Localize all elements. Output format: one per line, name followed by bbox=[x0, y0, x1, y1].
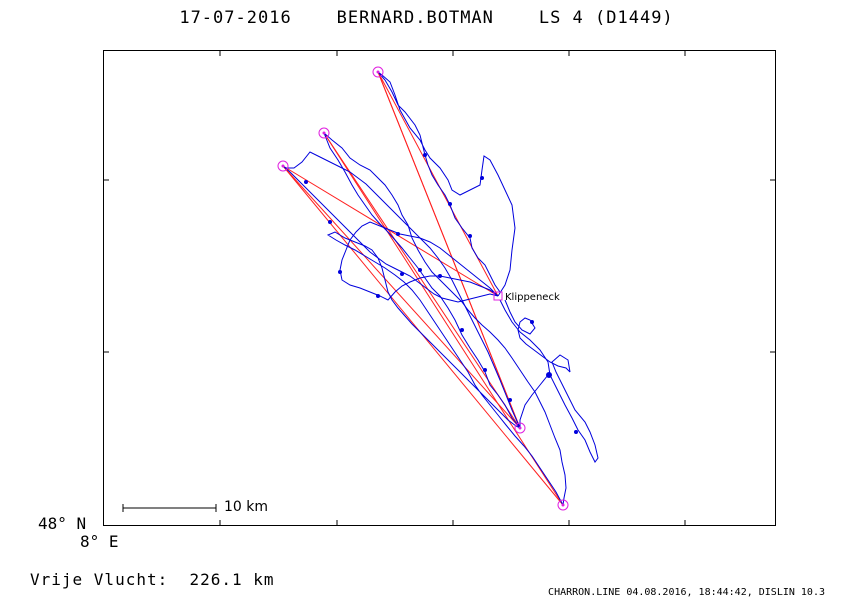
axis-ticks bbox=[103, 50, 776, 526]
scale-bar-label: 10 km bbox=[224, 499, 269, 515]
task-lines bbox=[282, 71, 564, 506]
turnpoint-markers bbox=[277, 66, 569, 511]
turnpoint-label: Klippeneck bbox=[505, 292, 560, 303]
scale-bar bbox=[122, 504, 217, 512]
distance-summary: Vrije Vlucht: 226.1 km bbox=[30, 570, 275, 589]
turnpoint-centers bbox=[281, 70, 565, 507]
credit-line: CHARRON.LINE 04.08.2016, 18:44:42, DISLI… bbox=[548, 587, 825, 598]
longitude-label: 8° E bbox=[80, 532, 119, 551]
latitude-label: 48° N bbox=[38, 514, 87, 533]
flight-title: 17-07-2016 BERNARD.BOTMAN LS 4 (D1449) bbox=[179, 8, 674, 28]
map-frame bbox=[103, 50, 776, 526]
thermal-markers bbox=[304, 153, 578, 434]
flight-track bbox=[282, 71, 599, 506]
